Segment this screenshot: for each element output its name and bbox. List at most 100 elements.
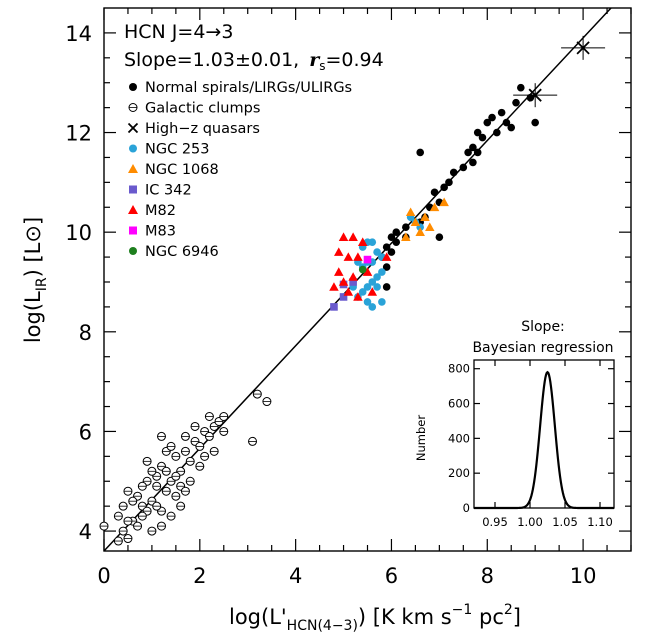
data-point: [368, 278, 377, 286]
data-point: [410, 217, 421, 227]
inset-chart: Slope: Bayesian regression Number 0.95 1.…: [414, 319, 615, 529]
data-point: [133, 521, 143, 531]
inset-distribution-curve: [474, 370, 614, 510]
data-point: [449, 168, 458, 177]
data-point: [123, 516, 133, 526]
data-point: [425, 222, 435, 231]
data-point: [248, 436, 258, 446]
legend-label: IC 342: [145, 183, 192, 199]
data-point: [439, 197, 449, 207]
x-tick-label: 4: [289, 564, 302, 588]
legend-marker: [129, 247, 137, 255]
legend-label: M82: [145, 203, 176, 219]
data-point: [334, 267, 344, 276]
series-m82: [329, 232, 392, 301]
data-point: [348, 272, 358, 281]
inset-x-tick-label: 0.95: [482, 515, 508, 529]
data-point: [343, 252, 354, 261]
data-point: [473, 128, 482, 137]
data-point: [180, 486, 190, 496]
data-point: [363, 283, 372, 291]
series-ngc-253: [349, 213, 425, 311]
series-ngc-1068: [401, 197, 449, 241]
data-point: [200, 451, 210, 461]
marker: [576, 41, 590, 55]
data-point: [161, 466, 171, 476]
data-point: [204, 411, 214, 421]
data-point: [156, 521, 166, 531]
data-point: [118, 526, 128, 536]
data-point: [430, 188, 439, 197]
data-point: [353, 252, 363, 261]
data-point: [209, 421, 219, 431]
legend-item-m83: M83: [129, 224, 176, 240]
data-point: [459, 163, 468, 172]
legend-item-ngc-253: NGC 253: [129, 142, 210, 158]
data-point: [363, 298, 372, 306]
inset-x-tick-label: 1.00: [517, 515, 543, 529]
data-point: [445, 178, 453, 187]
data-point: [440, 183, 448, 192]
legend-marker: [128, 205, 138, 214]
data-point: [113, 536, 123, 546]
data-point: [464, 148, 472, 157]
data-point: [166, 441, 176, 451]
marker-x2: [528, 88, 542, 102]
marker-x2: [576, 41, 590, 55]
inset-y-title: Number: [414, 415, 428, 461]
data-point: [329, 282, 339, 291]
axis-ticks: 0 2 4 6 8 10 4 6 8 10 12 14: [65, 8, 632, 588]
inset-y-tick-label: 0: [463, 501, 470, 515]
data-point: [382, 283, 391, 291]
legend-item-ic-342: IC 342: [129, 183, 192, 199]
y-tick-label: 14: [65, 22, 92, 46]
data-point: [357, 237, 368, 246]
data-point: [171, 491, 181, 501]
legend-item-ngc-6946: NGC 6946: [129, 244, 219, 260]
data-point: [367, 287, 378, 296]
data-point: [180, 446, 190, 456]
y-tick-label: 6: [79, 420, 92, 444]
y-tick-label: 12: [65, 122, 92, 146]
data-point: [526, 93, 535, 102]
data-point: [147, 466, 157, 476]
svg-text:log(L'HCN(4−3)) [K km s−1 pc2]: log(L'HCN(4−3)) [K km s−1 pc2]: [229, 602, 521, 634]
legend-marker: [127, 122, 139, 134]
series-m83: [363, 255, 372, 264]
data-point: [429, 202, 440, 212]
data-point: [190, 421, 200, 431]
data-point: [113, 511, 123, 521]
inset-x-tick-label: 1.05: [552, 515, 578, 529]
marker-x2: [127, 122, 139, 134]
data-point: [123, 486, 133, 496]
x-tick-label: 8: [481, 564, 494, 588]
data-point: [368, 238, 377, 246]
data-point: [171, 451, 181, 461]
series-high-z-quasars: [513, 35, 606, 108]
data-point: [338, 232, 349, 241]
data-point: [339, 293, 348, 301]
data-point: [195, 441, 205, 451]
data-point: [219, 411, 229, 421]
data-point: [381, 252, 392, 261]
data-point: [142, 456, 152, 466]
data-point: [373, 273, 381, 281]
data-point: [416, 148, 425, 157]
legend-label: High−z quasars: [145, 121, 260, 137]
data-point: [195, 461, 205, 471]
data-point: [493, 128, 501, 137]
data-point: [392, 238, 401, 246]
legend-label: NGC 1068: [145, 162, 219, 178]
inset-y-tick-label: 800: [448, 362, 470, 376]
data-point: [561, 35, 606, 60]
legend-item-m82: M82: [128, 203, 176, 219]
series-normal-spirals-lirgs-ulirgs: [378, 83, 539, 291]
data-point: [478, 133, 487, 142]
legend-item-normal-spirals-lirgs-ulirgs: Normal spirals/LIRGs/ULIRGs: [129, 80, 352, 96]
data-point: [176, 501, 186, 511]
data-point: [128, 496, 138, 506]
data-point: [517, 83, 525, 92]
legend: Normal spirals/LIRGs/ULIRGs Galactic clum…: [127, 80, 352, 260]
data-point: [512, 98, 520, 107]
